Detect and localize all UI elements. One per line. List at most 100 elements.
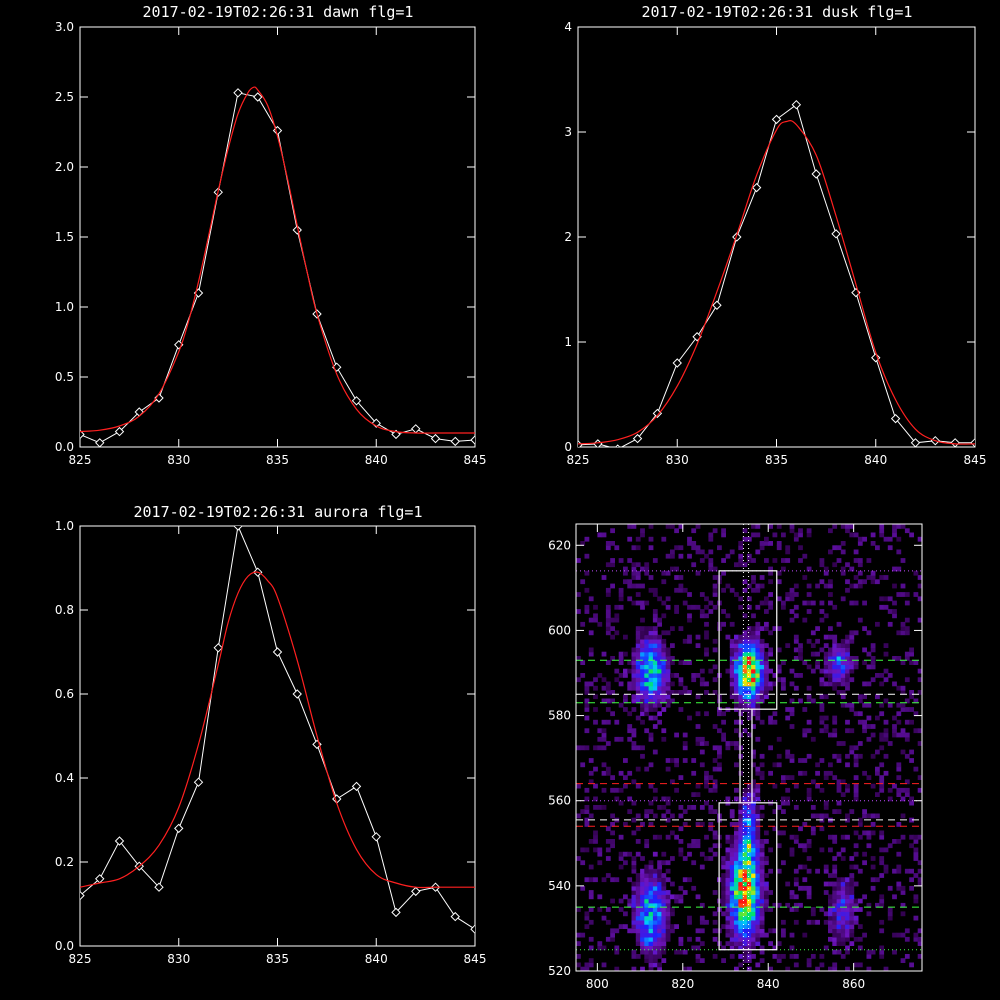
heatmap-pixel	[823, 800, 829, 806]
heatmap-pixel	[665, 860, 671, 866]
heatmap-pixel	[768, 600, 773, 606]
heatmap-pixel	[785, 787, 791, 793]
heatmap-pixel	[618, 673, 624, 678]
heatmap-pixel	[635, 690, 641, 695]
heatmap-pixel	[828, 677, 833, 683]
heatmap-pixel	[648, 868, 654, 874]
heatmap-pixel	[674, 949, 679, 955]
heatmap-pixel	[832, 856, 838, 861]
heatmap-pixel	[768, 868, 773, 874]
heatmap-pixel	[652, 587, 658, 593]
heatmap-pixel	[781, 919, 786, 925]
heatmap-pixel	[618, 800, 624, 806]
heatmap-pixel	[832, 681, 838, 687]
heatmap-pixel	[836, 894, 842, 900]
heatmap-pixel	[832, 809, 838, 814]
heatmap-pixel	[900, 787, 906, 793]
heatmap-pixel	[721, 558, 726, 563]
heatmap-pixel	[755, 638, 761, 644]
heatmap-pixel	[883, 847, 889, 853]
heatmap-pixel	[661, 647, 667, 653]
heatmap-pixel	[725, 847, 731, 853]
heatmap-pixel	[605, 741, 611, 746]
heatmap-pixel	[610, 843, 615, 849]
heatmap-pixel	[840, 541, 846, 546]
heatmap-pixel	[734, 894, 739, 900]
heatmap-pixel	[806, 753, 812, 759]
heatmap-pixel	[751, 668, 756, 674]
heatmap-pixel	[755, 736, 761, 742]
heatmap-pixel	[584, 796, 590, 802]
heatmap-pixel	[691, 792, 697, 797]
heatmap-pixel	[584, 681, 590, 687]
heatmap-pixel	[717, 766, 722, 772]
heatmap-pixel	[631, 524, 637, 529]
heatmap-pixel	[853, 711, 859, 717]
heatmap-pixel	[699, 558, 705, 563]
heatmap-pixel	[751, 928, 756, 934]
heatmap-pixel	[836, 681, 842, 687]
heatmap-pixel	[704, 834, 709, 840]
heatmap-pixel	[618, 856, 624, 861]
heatmap-pixel	[810, 830, 816, 836]
heatmap-pixel	[896, 524, 902, 529]
dusk-data-point	[615, 444, 621, 447]
heatmap-pixel	[883, 719, 889, 725]
heatmap-pixel	[857, 907, 863, 912]
heatmap-pixel	[849, 630, 855, 636]
heatmap-pixel	[661, 936, 667, 942]
heatmap-pixel	[734, 868, 739, 874]
heatmap-pixel	[605, 621, 611, 627]
heatmap-pixel	[746, 945, 752, 951]
heatmap-pixel	[699, 941, 705, 946]
heatmap-pixel	[896, 864, 902, 870]
heatmap-pixel	[644, 685, 650, 691]
dawn-xtick-label: 840	[365, 453, 388, 467]
heatmap-pixel	[845, 719, 850, 725]
heatmap-pixel	[845, 660, 850, 665]
heatmap-pixel	[738, 770, 744, 776]
heatmap-pixel	[746, 677, 752, 683]
heatmap-pixel	[751, 898, 756, 904]
heatmap-pixel	[849, 634, 855, 640]
heatmap-pixel	[909, 962, 914, 968]
heatmap-pixel	[704, 596, 709, 602]
heatmap-pixel	[776, 626, 782, 631]
heatmap-pixel	[759, 647, 765, 653]
heatmap-pixel	[734, 651, 739, 657]
heatmap-pixel	[661, 945, 667, 951]
heatmap-pixel	[588, 894, 594, 900]
heatmap-pixel	[652, 630, 658, 636]
heatmap-pixel	[857, 898, 863, 904]
heatmap-pixel	[588, 919, 594, 925]
image-ytick-label: 540	[548, 879, 571, 893]
heatmap-pixel	[849, 728, 855, 734]
heatmap-pixel	[764, 621, 769, 627]
heatmap-pixel	[610, 839, 615, 844]
heatmap-pixel	[644, 890, 650, 895]
heatmap-pixel	[845, 898, 850, 904]
heatmap-pixel	[823, 724, 829, 729]
heatmap-pixel	[853, 936, 859, 942]
heatmap-pixel	[623, 579, 628, 585]
heatmap-pixel	[635, 570, 641, 576]
heatmap-pixel	[840, 681, 846, 687]
heatmap-pixel	[857, 583, 863, 589]
heatmap-pixel	[580, 745, 586, 751]
heatmap-pixel	[640, 690, 645, 695]
heatmap-pixel	[644, 958, 650, 963]
heatmap-pixel	[806, 796, 812, 802]
heatmap-pixel	[738, 911, 744, 917]
heatmap-pixel	[798, 647, 803, 653]
heatmap-pixel	[631, 915, 637, 921]
heatmap-pixel	[887, 885, 893, 891]
heatmap-pixel	[584, 728, 590, 734]
heatmap-pixel	[849, 881, 855, 887]
heatmap-pixel	[836, 881, 842, 887]
heatmap-pixel	[721, 621, 726, 627]
dusk-data-point	[751, 182, 762, 193]
heatmap-pixel	[721, 860, 726, 866]
heatmap-pixel	[588, 630, 594, 636]
heatmap-pixel	[640, 822, 645, 827]
